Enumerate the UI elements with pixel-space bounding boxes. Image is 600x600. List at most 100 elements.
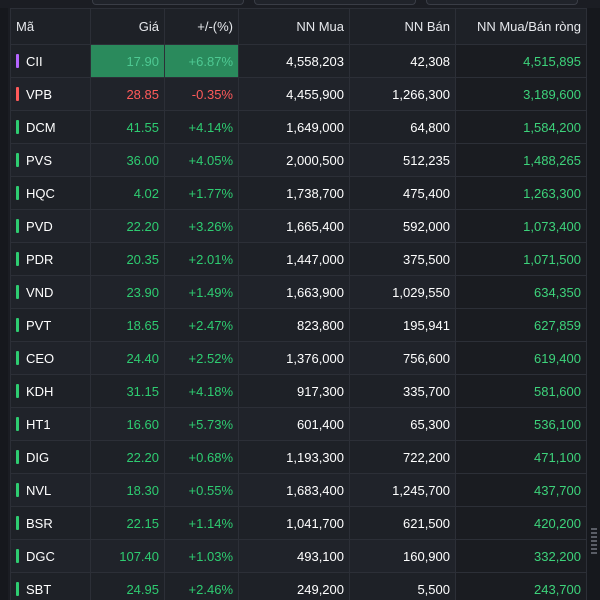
foreign-sell-cell: 375,500 (349, 242, 456, 276)
ticker-cell[interactable]: CII (10, 44, 91, 78)
header-foreign-buy[interactable]: NN Mua (238, 8, 350, 45)
ticker-cell[interactable]: CEO (10, 341, 91, 375)
table-row[interactable]: SBT 24.95 +2.46% 249,200 5,500 243,700 (10, 572, 587, 600)
foreign-net-cell: 471,100 (455, 440, 587, 474)
table-row[interactable]: PVD 22.20 +3.26% 1,665,400 592,000 1,073,400 (10, 209, 587, 243)
table-row[interactable]: PDR 20.35 +2.01% 1,447,000 375,500 1,071,500 (10, 242, 587, 276)
table-row[interactable]: NVL 18.30 +0.55% 1,683,400 1,245,700 437,700 (10, 473, 587, 507)
ticker-cell[interactable]: KDH (10, 374, 91, 408)
ticker-cell[interactable]: SBT (10, 572, 91, 600)
ticker-cell[interactable]: PVD (10, 209, 91, 243)
foreign-buy-cell: 4,558,203 (238, 44, 350, 78)
price-cell: 24.95 (90, 572, 165, 600)
foreign-net-cell: 3,189,600 (455, 77, 587, 111)
ticker-symbol: DGC (26, 548, 55, 564)
table-row[interactable]: CEO 24.40 +2.52% 1,376,000 756,600 619,400 (10, 341, 587, 375)
ticker-symbol: VPB (26, 86, 53, 102)
foreign-net-buy-table: Mã Giá +/-(%) NN Mua NN Bán NN Mua/Bán r… (10, 8, 587, 600)
toolbar-tab-middle[interactable] (254, 0, 416, 5)
foreign-sell-cell: 475,400 (349, 176, 456, 210)
ticker-cell[interactable]: HQC (10, 176, 91, 210)
price-status-marker-icon (16, 152, 19, 167)
price-cell: 31.15 (90, 374, 165, 408)
table-body: CII 17.90 +6.87% 4,558,203 42,308 4,515,895 VP… (10, 44, 587, 600)
change-percent-cell: +4.18% (164, 374, 239, 408)
header-ticker[interactable]: Mã (10, 8, 91, 45)
table-row[interactable]: BSR 22.15 +1.14% 1,041,700 621,500 420,200 (10, 506, 587, 540)
foreign-net-cell: 634,350 (455, 275, 587, 309)
foreign-buy-cell: 1,665,400 (238, 209, 350, 243)
ticker-symbol: DCM (26, 119, 56, 135)
foreign-net-cell: 332,200 (455, 539, 587, 573)
price-cell: 4.02 (90, 176, 165, 210)
foreign-net-cell: 1,073,400 (455, 209, 587, 243)
change-percent-cell: +6.87% (164, 44, 239, 78)
table-row[interactable]: PVT 18.65 +2.47% 823,800 195,941 627,859 (10, 308, 587, 342)
change-percent-cell: +4.14% (164, 110, 239, 144)
foreign-buy-cell: 1,683,400 (238, 473, 350, 507)
price-cell: 36.00 (90, 143, 165, 177)
ticker-cell[interactable]: DCM (10, 110, 91, 144)
ticker-symbol: PDR (26, 251, 54, 267)
ticker-symbol: HT1 (26, 416, 51, 432)
ticker-symbol: BSR (26, 515, 53, 531)
price-status-marker-icon (16, 581, 19, 596)
table-row[interactable]: KDH 31.15 +4.18% 917,300 335,700 581,600 (10, 374, 587, 408)
table-row[interactable]: DIG 22.20 +0.68% 1,193,300 722,200 471,100 (10, 440, 587, 474)
header-foreign-sell[interactable]: NN Bán (349, 8, 456, 45)
price-cell: 16.60 (90, 407, 165, 441)
ticker-symbol: HQC (26, 185, 55, 201)
header-change-percent[interactable]: +/-(%) (164, 8, 239, 45)
foreign-net-cell: 619,400 (455, 341, 587, 375)
toolbar-tab-left[interactable] (92, 0, 244, 5)
header-foreign-net[interactable]: NN Mua/Bán ròng (455, 8, 587, 45)
foreign-sell-cell: 1,029,550 (349, 275, 456, 309)
foreign-net-cell: 536,100 (455, 407, 587, 441)
foreign-buy-cell: 4,455,900 (238, 77, 350, 111)
ticker-cell[interactable]: DIG (10, 440, 91, 474)
ticker-symbol: VND (26, 284, 54, 300)
price-status-marker-icon (16, 548, 19, 563)
ticker-symbol: CEO (26, 350, 55, 366)
foreign-sell-cell: 592,000 (349, 209, 456, 243)
table-row[interactable]: PVS 36.00 +4.05% 2,000,500 512,235 1,488,265 (10, 143, 587, 177)
left-panel-edge (0, 8, 8, 600)
change-percent-cell: +4.05% (164, 143, 239, 177)
ticker-cell[interactable]: VND (10, 275, 91, 309)
ticker-cell[interactable]: DGC (10, 539, 91, 573)
ticker-cell[interactable]: PVT (10, 308, 91, 342)
foreign-sell-cell: 335,700 (349, 374, 456, 408)
price-status-marker-icon (16, 515, 19, 530)
header-price[interactable]: Giá (90, 8, 165, 45)
change-percent-cell: +0.55% (164, 473, 239, 507)
foreign-buy-cell: 917,300 (238, 374, 350, 408)
foreign-buy-cell: 249,200 (238, 572, 350, 600)
table-row[interactable]: HT1 16.60 +5.73% 601,400 65,300 536,100 (10, 407, 587, 441)
ticker-cell[interactable]: VPB (10, 77, 91, 111)
table-row[interactable]: CII 17.90 +6.87% 4,558,203 42,308 4,515,895 (10, 44, 587, 78)
table-header-row: Mã Giá +/-(%) NN Mua NN Bán NN Mua/Bán r… (10, 8, 587, 45)
foreign-net-cell: 437,700 (455, 473, 587, 507)
price-cell: 23.90 (90, 275, 165, 309)
table-row[interactable]: VPB 28.85 -0.35% 4,455,900 1,266,300 3,189,60… (10, 77, 587, 111)
table-row[interactable]: VND 23.90 +1.49% 1,663,900 1,029,550 634,350 (10, 275, 587, 309)
ticker-cell[interactable]: NVL (10, 473, 91, 507)
foreign-sell-cell: 1,266,300 (349, 77, 456, 111)
vertical-scrollbar[interactable] (586, 8, 600, 600)
ticker-symbol: CII (26, 53, 43, 69)
ticker-cell[interactable]: PVS (10, 143, 91, 177)
ticker-cell[interactable]: HT1 (10, 407, 91, 441)
change-percent-cell: +2.46% (164, 572, 239, 600)
toolbar-tab-right[interactable] (426, 0, 578, 5)
foreign-buy-cell: 1,041,700 (238, 506, 350, 540)
ticker-cell[interactable]: PDR (10, 242, 91, 276)
table-row[interactable]: DCM 41.55 +4.14% 1,649,000 64,800 1,584,200 (10, 110, 587, 144)
table-row[interactable]: DGC 107.40 +1.03% 493,100 160,900 332,200 (10, 539, 587, 573)
scrollbar-grip-icon[interactable] (591, 528, 597, 554)
table-row[interactable]: HQC 4.02 +1.77% 1,738,700 475,400 1,263,300 (10, 176, 587, 210)
ticker-cell[interactable]: BSR (10, 506, 91, 540)
foreign-sell-cell: 5,500 (349, 572, 456, 600)
foreign-net-cell: 243,700 (455, 572, 587, 600)
foreign-net-cell: 1,488,265 (455, 143, 587, 177)
change-percent-cell: +5.73% (164, 407, 239, 441)
